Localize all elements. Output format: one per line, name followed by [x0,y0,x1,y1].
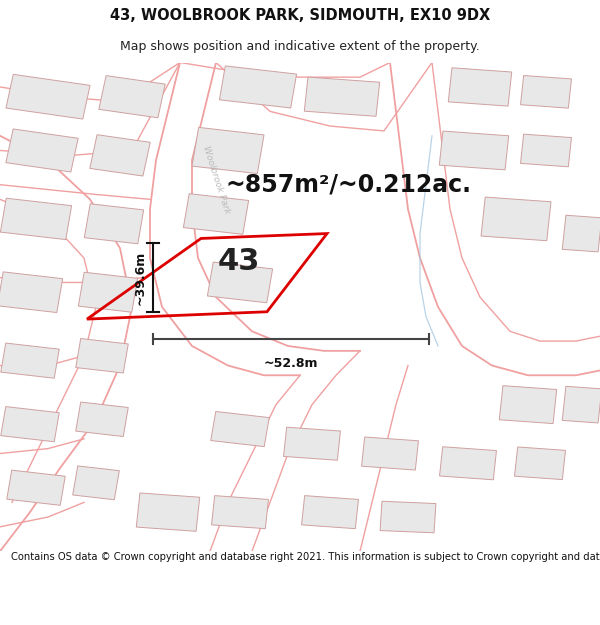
Polygon shape [440,447,496,480]
Polygon shape [212,496,268,529]
Polygon shape [76,402,128,436]
Polygon shape [284,428,340,460]
Text: ~52.8m: ~52.8m [264,357,318,369]
Text: Map shows position and indicative extent of the property.: Map shows position and indicative extent… [120,41,480,53]
Polygon shape [211,411,269,447]
Text: Contains OS data © Crown copyright and database right 2021. This information is : Contains OS data © Crown copyright and d… [11,552,600,562]
Text: ~857m²/~0.212ac.: ~857m²/~0.212ac. [225,173,471,197]
Polygon shape [304,77,380,116]
Polygon shape [136,493,200,531]
Polygon shape [208,262,272,302]
Polygon shape [99,76,165,118]
Text: ~39.6m: ~39.6m [133,251,146,304]
Polygon shape [6,129,78,172]
Polygon shape [499,386,557,424]
Polygon shape [562,386,600,423]
Polygon shape [1,198,71,239]
Polygon shape [85,204,143,244]
Polygon shape [184,194,248,234]
Polygon shape [220,66,296,108]
Polygon shape [79,272,137,312]
Polygon shape [0,272,62,312]
Polygon shape [7,470,65,505]
Polygon shape [73,466,119,500]
Polygon shape [380,501,436,533]
Polygon shape [362,437,418,470]
Polygon shape [302,496,358,529]
Polygon shape [481,197,551,241]
Polygon shape [448,68,512,106]
Text: 43: 43 [217,246,260,276]
Polygon shape [76,339,128,373]
Text: 43, WOOLBROOK PARK, SIDMOUTH, EX10 9DX: 43, WOOLBROOK PARK, SIDMOUTH, EX10 9DX [110,8,490,23]
Polygon shape [521,134,571,167]
Polygon shape [521,76,571,108]
Text: Woolbrook Park: Woolbrook Park [201,145,231,215]
Polygon shape [192,127,264,174]
Polygon shape [6,74,90,119]
Polygon shape [1,343,59,378]
Polygon shape [1,407,59,442]
Polygon shape [562,215,600,252]
Polygon shape [515,447,565,479]
Polygon shape [90,135,150,176]
Polygon shape [439,131,509,170]
